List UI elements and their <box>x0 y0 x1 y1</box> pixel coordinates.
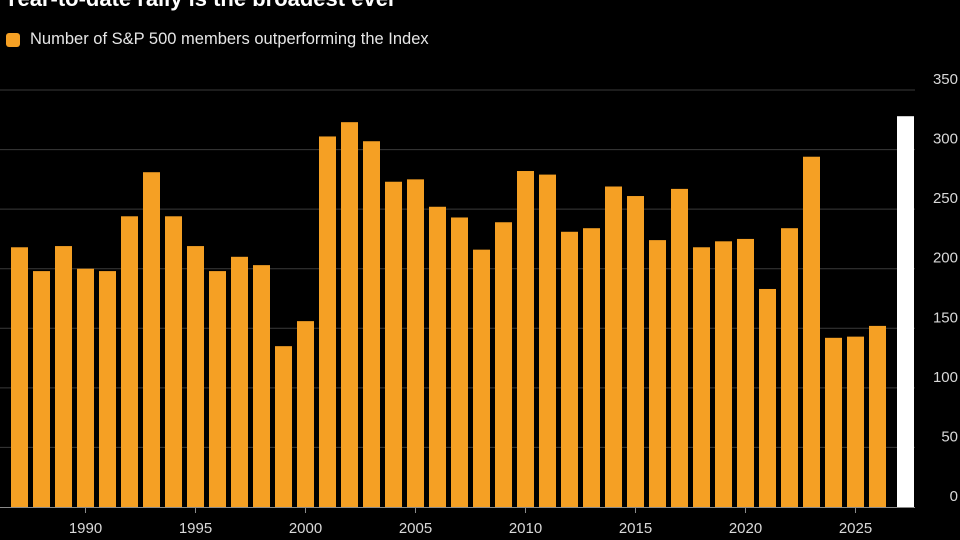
y-tick-label-150: 150 <box>933 309 958 326</box>
current-value-bar <box>897 116 914 507</box>
bar-2016 <box>649 240 666 507</box>
bar-2020 <box>737 238 754 507</box>
bar-2026 <box>869 325 886 507</box>
bar-2022 <box>781 228 798 507</box>
bar-1993 <box>143 172 160 508</box>
legend-label: Number of S&P 500 members outperforming … <box>30 30 429 48</box>
bar-2010 <box>517 171 534 507</box>
bar-2008 <box>473 249 490 507</box>
bar-1997 <box>231 256 248 507</box>
bar-2006 <box>429 206 446 507</box>
bar-2018 <box>693 247 710 508</box>
bar-1999 <box>275 346 292 507</box>
bar-2011 <box>539 174 556 507</box>
x-tick-label-1990: 1990 <box>69 520 102 537</box>
y-tick-label-200: 200 <box>933 250 958 267</box>
bar-1987 <box>11 247 28 508</box>
bar-1989 <box>55 246 72 507</box>
y-tick-label-300: 300 <box>933 131 958 148</box>
x-tick-label-2025: 2025 <box>839 520 872 537</box>
bar-2007 <box>451 217 468 508</box>
bar-2005 <box>407 179 424 507</box>
x-tick-label-2015: 2015 <box>619 520 652 537</box>
bar-2002 <box>341 122 358 507</box>
y-tick-label-100: 100 <box>933 369 958 386</box>
bar-1995 <box>187 246 204 507</box>
bar-2013 <box>583 228 600 507</box>
bar-1994 <box>165 216 182 507</box>
bar-2014 <box>605 186 622 507</box>
bar-2025 <box>847 336 864 507</box>
bar-2017 <box>671 188 688 508</box>
bar-1998 <box>253 265 270 507</box>
bar-1996 <box>209 271 226 507</box>
y-tick-label-50: 50 <box>941 428 958 445</box>
x-tick-label-2000: 2000 <box>289 520 322 537</box>
x-tick-label-2010: 2010 <box>509 520 542 537</box>
y-tick-label-0: 0 <box>950 488 958 505</box>
y-tick-label-250: 250 <box>933 190 958 207</box>
bar-2012 <box>561 231 578 507</box>
x-tick-label-1995: 1995 <box>179 520 212 537</box>
legend-swatch <box>6 32 20 47</box>
x-tick-label-2020: 2020 <box>729 520 762 537</box>
chart-title: Year-to-date rally is the broadest ever <box>4 0 397 12</box>
bar-2003 <box>363 141 380 507</box>
bar-2009 <box>495 222 512 507</box>
x-tick-label-2005: 2005 <box>399 520 432 537</box>
bar-2021 <box>759 288 776 507</box>
legend: Number of S&P 500 members outperforming … <box>6 30 429 49</box>
bar-2001 <box>319 136 336 508</box>
bar-1990 <box>77 268 94 507</box>
bar-1991 <box>99 271 116 507</box>
bar-2019 <box>715 241 732 507</box>
bar-2023 <box>803 156 820 507</box>
bar-1992 <box>121 216 138 507</box>
bar-1988 <box>33 271 50 507</box>
bar-2024 <box>825 337 842 507</box>
bar-2004 <box>385 181 402 508</box>
bar-2015 <box>627 196 644 507</box>
y-tick-label-350: 350 <box>933 71 958 88</box>
bar-2000 <box>297 321 314 507</box>
